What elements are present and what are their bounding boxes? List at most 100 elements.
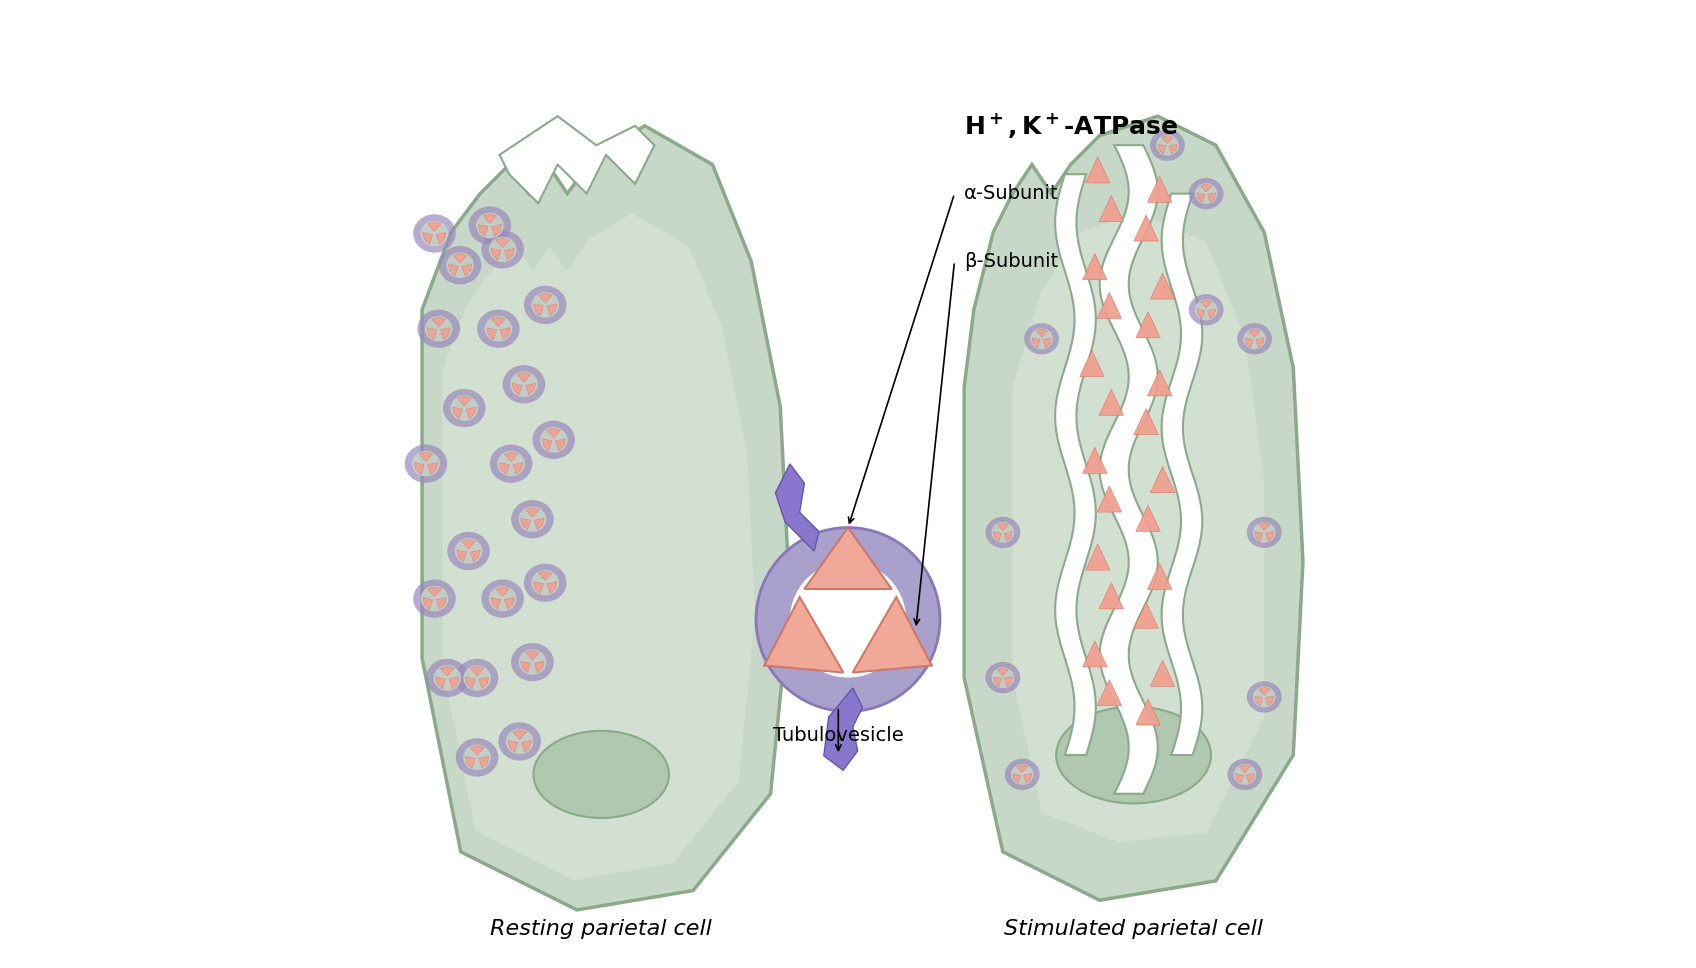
Polygon shape xyxy=(521,518,531,529)
Ellipse shape xyxy=(426,316,453,342)
Ellipse shape xyxy=(455,538,482,563)
Polygon shape xyxy=(1197,309,1204,318)
Polygon shape xyxy=(465,677,475,688)
Polygon shape xyxy=(534,518,544,529)
Ellipse shape xyxy=(488,236,517,262)
Ellipse shape xyxy=(482,230,524,268)
Ellipse shape xyxy=(421,586,448,612)
Ellipse shape xyxy=(405,444,448,483)
Polygon shape xyxy=(448,264,458,276)
Polygon shape xyxy=(963,116,1303,900)
Polygon shape xyxy=(1162,136,1174,143)
Ellipse shape xyxy=(497,451,526,476)
Polygon shape xyxy=(461,539,475,549)
Polygon shape xyxy=(1016,765,1028,772)
Polygon shape xyxy=(994,677,1001,686)
Polygon shape xyxy=(548,304,556,316)
Polygon shape xyxy=(1136,505,1160,531)
Polygon shape xyxy=(1240,765,1250,772)
Polygon shape xyxy=(526,507,539,517)
Polygon shape xyxy=(499,463,509,474)
Ellipse shape xyxy=(1233,764,1257,785)
Polygon shape xyxy=(1150,273,1175,299)
Polygon shape xyxy=(500,328,510,340)
Polygon shape xyxy=(997,668,1009,676)
Ellipse shape xyxy=(1196,183,1218,204)
Polygon shape xyxy=(495,237,509,247)
Ellipse shape xyxy=(485,316,512,342)
Ellipse shape xyxy=(421,221,448,246)
Ellipse shape xyxy=(1011,764,1033,785)
Polygon shape xyxy=(1197,193,1204,202)
Ellipse shape xyxy=(1150,130,1186,161)
Polygon shape xyxy=(804,528,892,589)
Polygon shape xyxy=(539,571,551,581)
Polygon shape xyxy=(461,264,471,276)
Ellipse shape xyxy=(1029,328,1053,349)
Polygon shape xyxy=(478,677,488,688)
Ellipse shape xyxy=(534,731,668,818)
Polygon shape xyxy=(1169,144,1177,154)
Polygon shape xyxy=(1258,687,1270,695)
Ellipse shape xyxy=(414,580,456,618)
Circle shape xyxy=(756,528,940,711)
Polygon shape xyxy=(1258,523,1270,530)
Ellipse shape xyxy=(451,395,478,421)
Ellipse shape xyxy=(468,206,510,245)
Text: Stimulated parietal cell: Stimulated parietal cell xyxy=(1004,920,1264,939)
Polygon shape xyxy=(1136,699,1160,725)
Text: $\mathbf{H^+,K^+}$-ATPase: $\mathbf{H^+,K^+}$-ATPase xyxy=(963,111,1179,140)
Polygon shape xyxy=(775,464,819,551)
Polygon shape xyxy=(534,582,543,593)
Ellipse shape xyxy=(456,739,499,776)
Polygon shape xyxy=(414,463,424,474)
Polygon shape xyxy=(504,597,514,609)
Polygon shape xyxy=(1208,309,1216,318)
Ellipse shape xyxy=(1189,178,1223,209)
Polygon shape xyxy=(1208,193,1216,202)
Polygon shape xyxy=(526,650,539,660)
Ellipse shape xyxy=(1057,707,1211,803)
Circle shape xyxy=(790,561,906,678)
Polygon shape xyxy=(432,318,446,326)
Ellipse shape xyxy=(434,665,461,691)
Polygon shape xyxy=(478,756,488,768)
Ellipse shape xyxy=(992,667,1014,688)
Ellipse shape xyxy=(1236,323,1272,354)
Polygon shape xyxy=(548,582,556,593)
Ellipse shape xyxy=(1004,759,1040,790)
Polygon shape xyxy=(492,318,505,326)
Ellipse shape xyxy=(1247,517,1282,548)
Ellipse shape xyxy=(426,659,468,697)
Polygon shape xyxy=(492,225,502,236)
Polygon shape xyxy=(512,383,522,395)
Polygon shape xyxy=(427,222,441,231)
Polygon shape xyxy=(1158,144,1165,154)
Polygon shape xyxy=(1148,370,1172,396)
Polygon shape xyxy=(1004,531,1013,541)
Polygon shape xyxy=(1097,292,1121,318)
Polygon shape xyxy=(470,745,483,755)
Polygon shape xyxy=(441,328,451,340)
Polygon shape xyxy=(453,254,466,263)
Ellipse shape xyxy=(510,372,538,397)
Polygon shape xyxy=(1255,531,1264,541)
Polygon shape xyxy=(1099,583,1123,609)
Polygon shape xyxy=(1099,389,1123,415)
Polygon shape xyxy=(458,397,471,406)
Text: Tubulovesicle: Tubulovesicle xyxy=(773,726,904,745)
Polygon shape xyxy=(1257,338,1264,348)
Polygon shape xyxy=(419,452,432,462)
Polygon shape xyxy=(1247,773,1255,783)
Polygon shape xyxy=(453,408,463,419)
Ellipse shape xyxy=(1157,135,1179,156)
Polygon shape xyxy=(521,661,531,673)
Ellipse shape xyxy=(531,570,560,595)
Polygon shape xyxy=(1245,338,1253,348)
Polygon shape xyxy=(1004,677,1013,686)
Polygon shape xyxy=(994,531,1001,541)
Polygon shape xyxy=(1036,329,1046,337)
Polygon shape xyxy=(1097,486,1121,512)
Ellipse shape xyxy=(510,500,553,538)
Polygon shape xyxy=(534,661,544,673)
